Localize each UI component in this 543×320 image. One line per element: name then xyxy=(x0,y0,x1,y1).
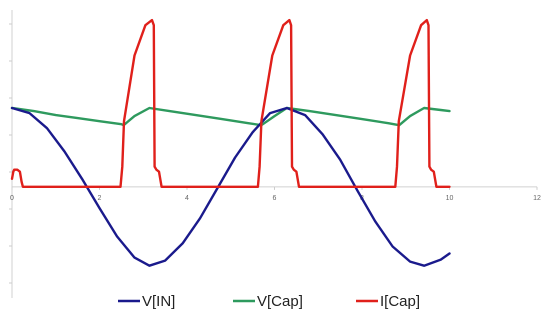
series-line-v-in xyxy=(10,106,451,267)
x-tick-label: 12 xyxy=(533,195,541,202)
series-line-i-cap xyxy=(10,18,451,188)
series-line-v-cap xyxy=(10,106,451,127)
x-tick-label: 10 xyxy=(446,195,454,202)
x-tick-label: 2 xyxy=(98,195,102,202)
axes: 0 2 4 6 8 10 12 xyxy=(9,10,541,298)
x-tick-label: 6 xyxy=(273,195,277,202)
series-layer xyxy=(10,18,451,267)
legend: V[IN] V[Cap] I[Cap] xyxy=(118,293,420,310)
legend-label-v-cap: V[Cap] xyxy=(257,293,303,310)
legend-label-v-in: V[IN] xyxy=(142,293,175,310)
x-tick-label: 0 xyxy=(10,195,14,202)
x-tick-label: 4 xyxy=(185,195,189,202)
legend-label-i-cap: I[Cap] xyxy=(380,293,420,310)
